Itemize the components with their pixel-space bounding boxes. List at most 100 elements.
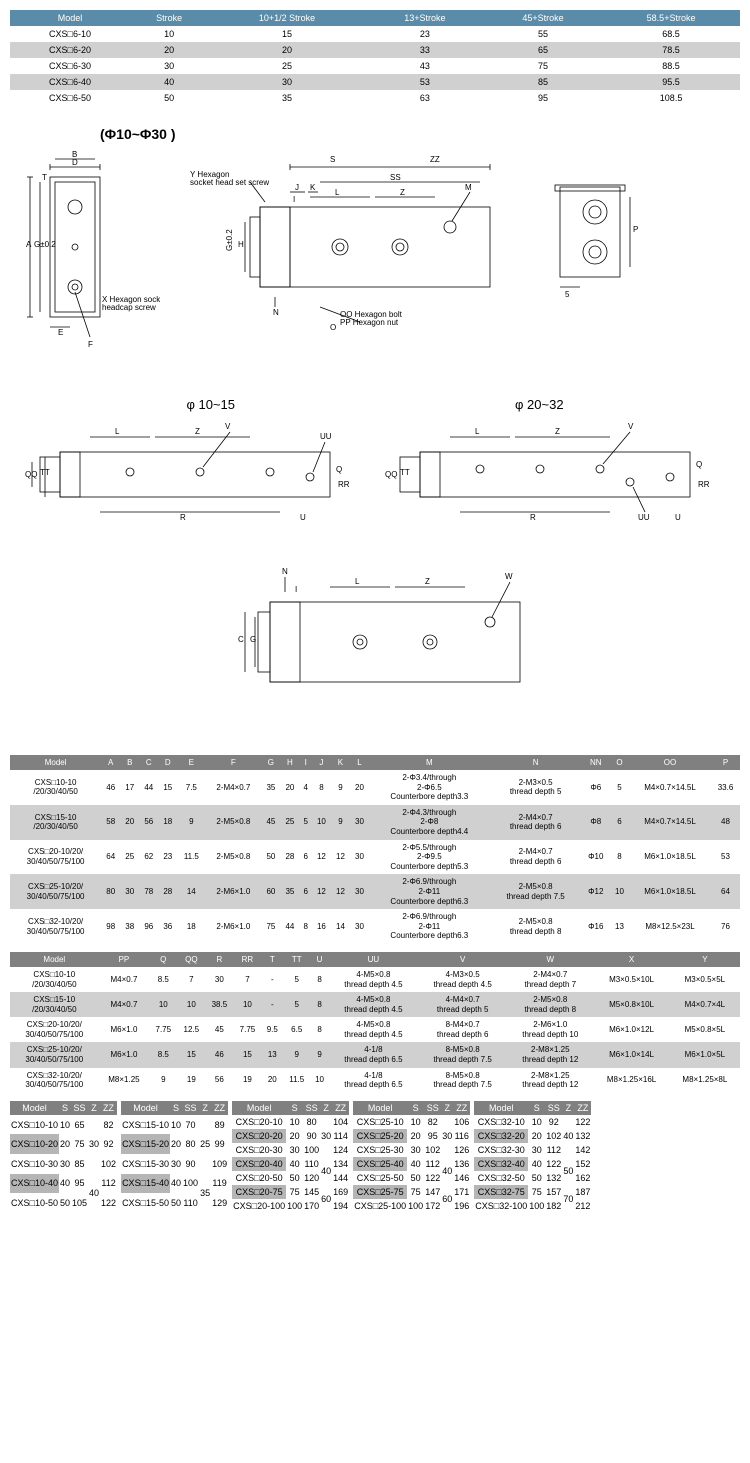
svg-text:UU: UU [320, 432, 332, 441]
svg-text:T: T [42, 173, 47, 182]
svg-text:RR: RR [338, 480, 350, 489]
cell: CXS□6-30 [10, 58, 130, 74]
svg-text:E: E [58, 328, 63, 337]
svg-text:SS: SS [390, 173, 401, 182]
cell: 40 [130, 74, 208, 90]
svg-text:S: S [330, 155, 335, 164]
svg-text:5: 5 [565, 290, 570, 299]
svg-text:A: A [26, 240, 32, 249]
col-header: 10+1/2 Stroke [208, 10, 365, 26]
cell: 63 [366, 90, 484, 106]
cell: 43 [366, 58, 484, 74]
svg-text:G±0.2: G±0.2 [225, 229, 234, 251]
svg-text:K: K [310, 183, 316, 192]
svg-text:RR: RR [698, 480, 710, 489]
cell: 30 [130, 58, 208, 74]
cell: 23 [366, 26, 484, 42]
cell: 25 [208, 58, 365, 74]
svg-text:U: U [675, 513, 681, 522]
col-header: Model [10, 10, 130, 26]
cell: CXS□6-10 [10, 26, 130, 42]
col-header: 58.5+Stroke [602, 10, 740, 26]
cell: 30 [208, 74, 365, 90]
dimensions-table-a: ModelABCDEFGHIJKLMNNNOOOP CXS□10-10 /20/… [10, 755, 740, 944]
svg-text:P: P [633, 225, 638, 234]
svg-text:socket head set screw: socket head set screw [190, 178, 269, 187]
svg-text:G±0.2: G±0.2 [34, 240, 56, 249]
svg-text:QQ: QQ [385, 470, 397, 479]
svg-text:F: F [88, 340, 93, 349]
svg-text:O: O [330, 323, 336, 332]
svg-text:C: C [238, 635, 244, 644]
diagram-end-view: P 5 [540, 147, 650, 307]
svg-text:R: R [530, 513, 536, 522]
cell: 108.5 [602, 90, 740, 106]
svg-text:headcap screw: headcap screw [102, 303, 156, 312]
svg-text:I: I [295, 585, 297, 594]
sszz-tables: ModelSSSZZZCXS□10-1010653082CXS□10-20207… [10, 1101, 740, 1221]
svg-text:Z: Z [195, 427, 200, 436]
diagram-side-view: S ZZ SS L Z M J K I H G±0.2 N O OO Hexag… [190, 147, 510, 377]
cell: CXS□6-50 [10, 90, 130, 106]
diagram-title: (Φ10~Φ30 ) [100, 126, 740, 142]
svg-text:UU: UU [638, 513, 650, 522]
dimensions-table-b: ModelPPQQQRRRTTTUUUVWXY CXS□10-10 /20/30… [10, 952, 740, 1093]
svg-text:N: N [273, 308, 279, 317]
cell: 78.5 [602, 42, 740, 58]
diagram-bottom: L Z W N I C G [200, 552, 550, 732]
svg-text:Z: Z [555, 427, 560, 436]
svg-text:Z: Z [425, 577, 430, 586]
col-header: 13+Stroke [366, 10, 484, 26]
diagram-phi10-15: L Z V UU R U RR QQ TT Q [20, 417, 350, 537]
svg-text:G: G [250, 635, 256, 644]
diagram-front-view: A B D G±0.2 T E F X Hexagon socket headc… [20, 147, 160, 357]
col-header: Stroke [130, 10, 208, 26]
svg-text:U: U [300, 513, 306, 522]
svg-text:D: D [72, 158, 78, 167]
cell: 95.5 [602, 74, 740, 90]
svg-text:L: L [335, 188, 340, 197]
svg-text:W: W [505, 572, 513, 581]
svg-text:TT: TT [40, 468, 50, 477]
svg-text:TT: TT [400, 468, 410, 477]
svg-text:L: L [355, 577, 360, 586]
cell: 53 [366, 74, 484, 90]
svg-text:L: L [115, 427, 120, 436]
cell: 85 [484, 74, 602, 90]
cell: 55 [484, 26, 602, 42]
cell: 20 [130, 42, 208, 58]
stroke-table: ModelStroke10+1/2 Stroke13+Stroke45+Stro… [10, 10, 740, 106]
cell: CXS□6-20 [10, 42, 130, 58]
cell: 10 [130, 26, 208, 42]
cell: 95 [484, 90, 602, 106]
svg-text:QQ: QQ [25, 470, 37, 479]
svg-text:V: V [628, 422, 634, 431]
svg-text:Q: Q [336, 465, 342, 474]
svg-text:ZZ: ZZ [430, 155, 440, 164]
cell: 50 [130, 90, 208, 106]
svg-text:Q: Q [696, 460, 702, 469]
cell: CXS□6-40 [10, 74, 130, 90]
svg-text:V: V [225, 422, 231, 431]
cell: 33 [366, 42, 484, 58]
col-header: 45+Stroke [484, 10, 602, 26]
sub-title-2: φ 20~32 [515, 397, 564, 412]
cell: 20 [208, 42, 365, 58]
svg-text:H: H [238, 240, 244, 249]
svg-text:N: N [282, 567, 288, 576]
cell: 68.5 [602, 26, 740, 42]
svg-text:L: L [475, 427, 480, 436]
cell: 15 [208, 26, 365, 42]
svg-text:J: J [295, 183, 299, 192]
cell: 65 [484, 42, 602, 58]
cell: 75 [484, 58, 602, 74]
svg-text:Z: Z [400, 188, 405, 197]
diagram-phi20-32: L Z V UU R U RR QQ TT Q [380, 417, 710, 537]
svg-text:R: R [180, 513, 186, 522]
svg-text:I: I [293, 195, 295, 204]
svg-text:M: M [465, 183, 472, 192]
cell: 88.5 [602, 58, 740, 74]
svg-text:PP Hexagon nut: PP Hexagon nut [340, 318, 399, 327]
sub-title-1: φ 10~15 [186, 397, 235, 412]
cell: 35 [208, 90, 365, 106]
